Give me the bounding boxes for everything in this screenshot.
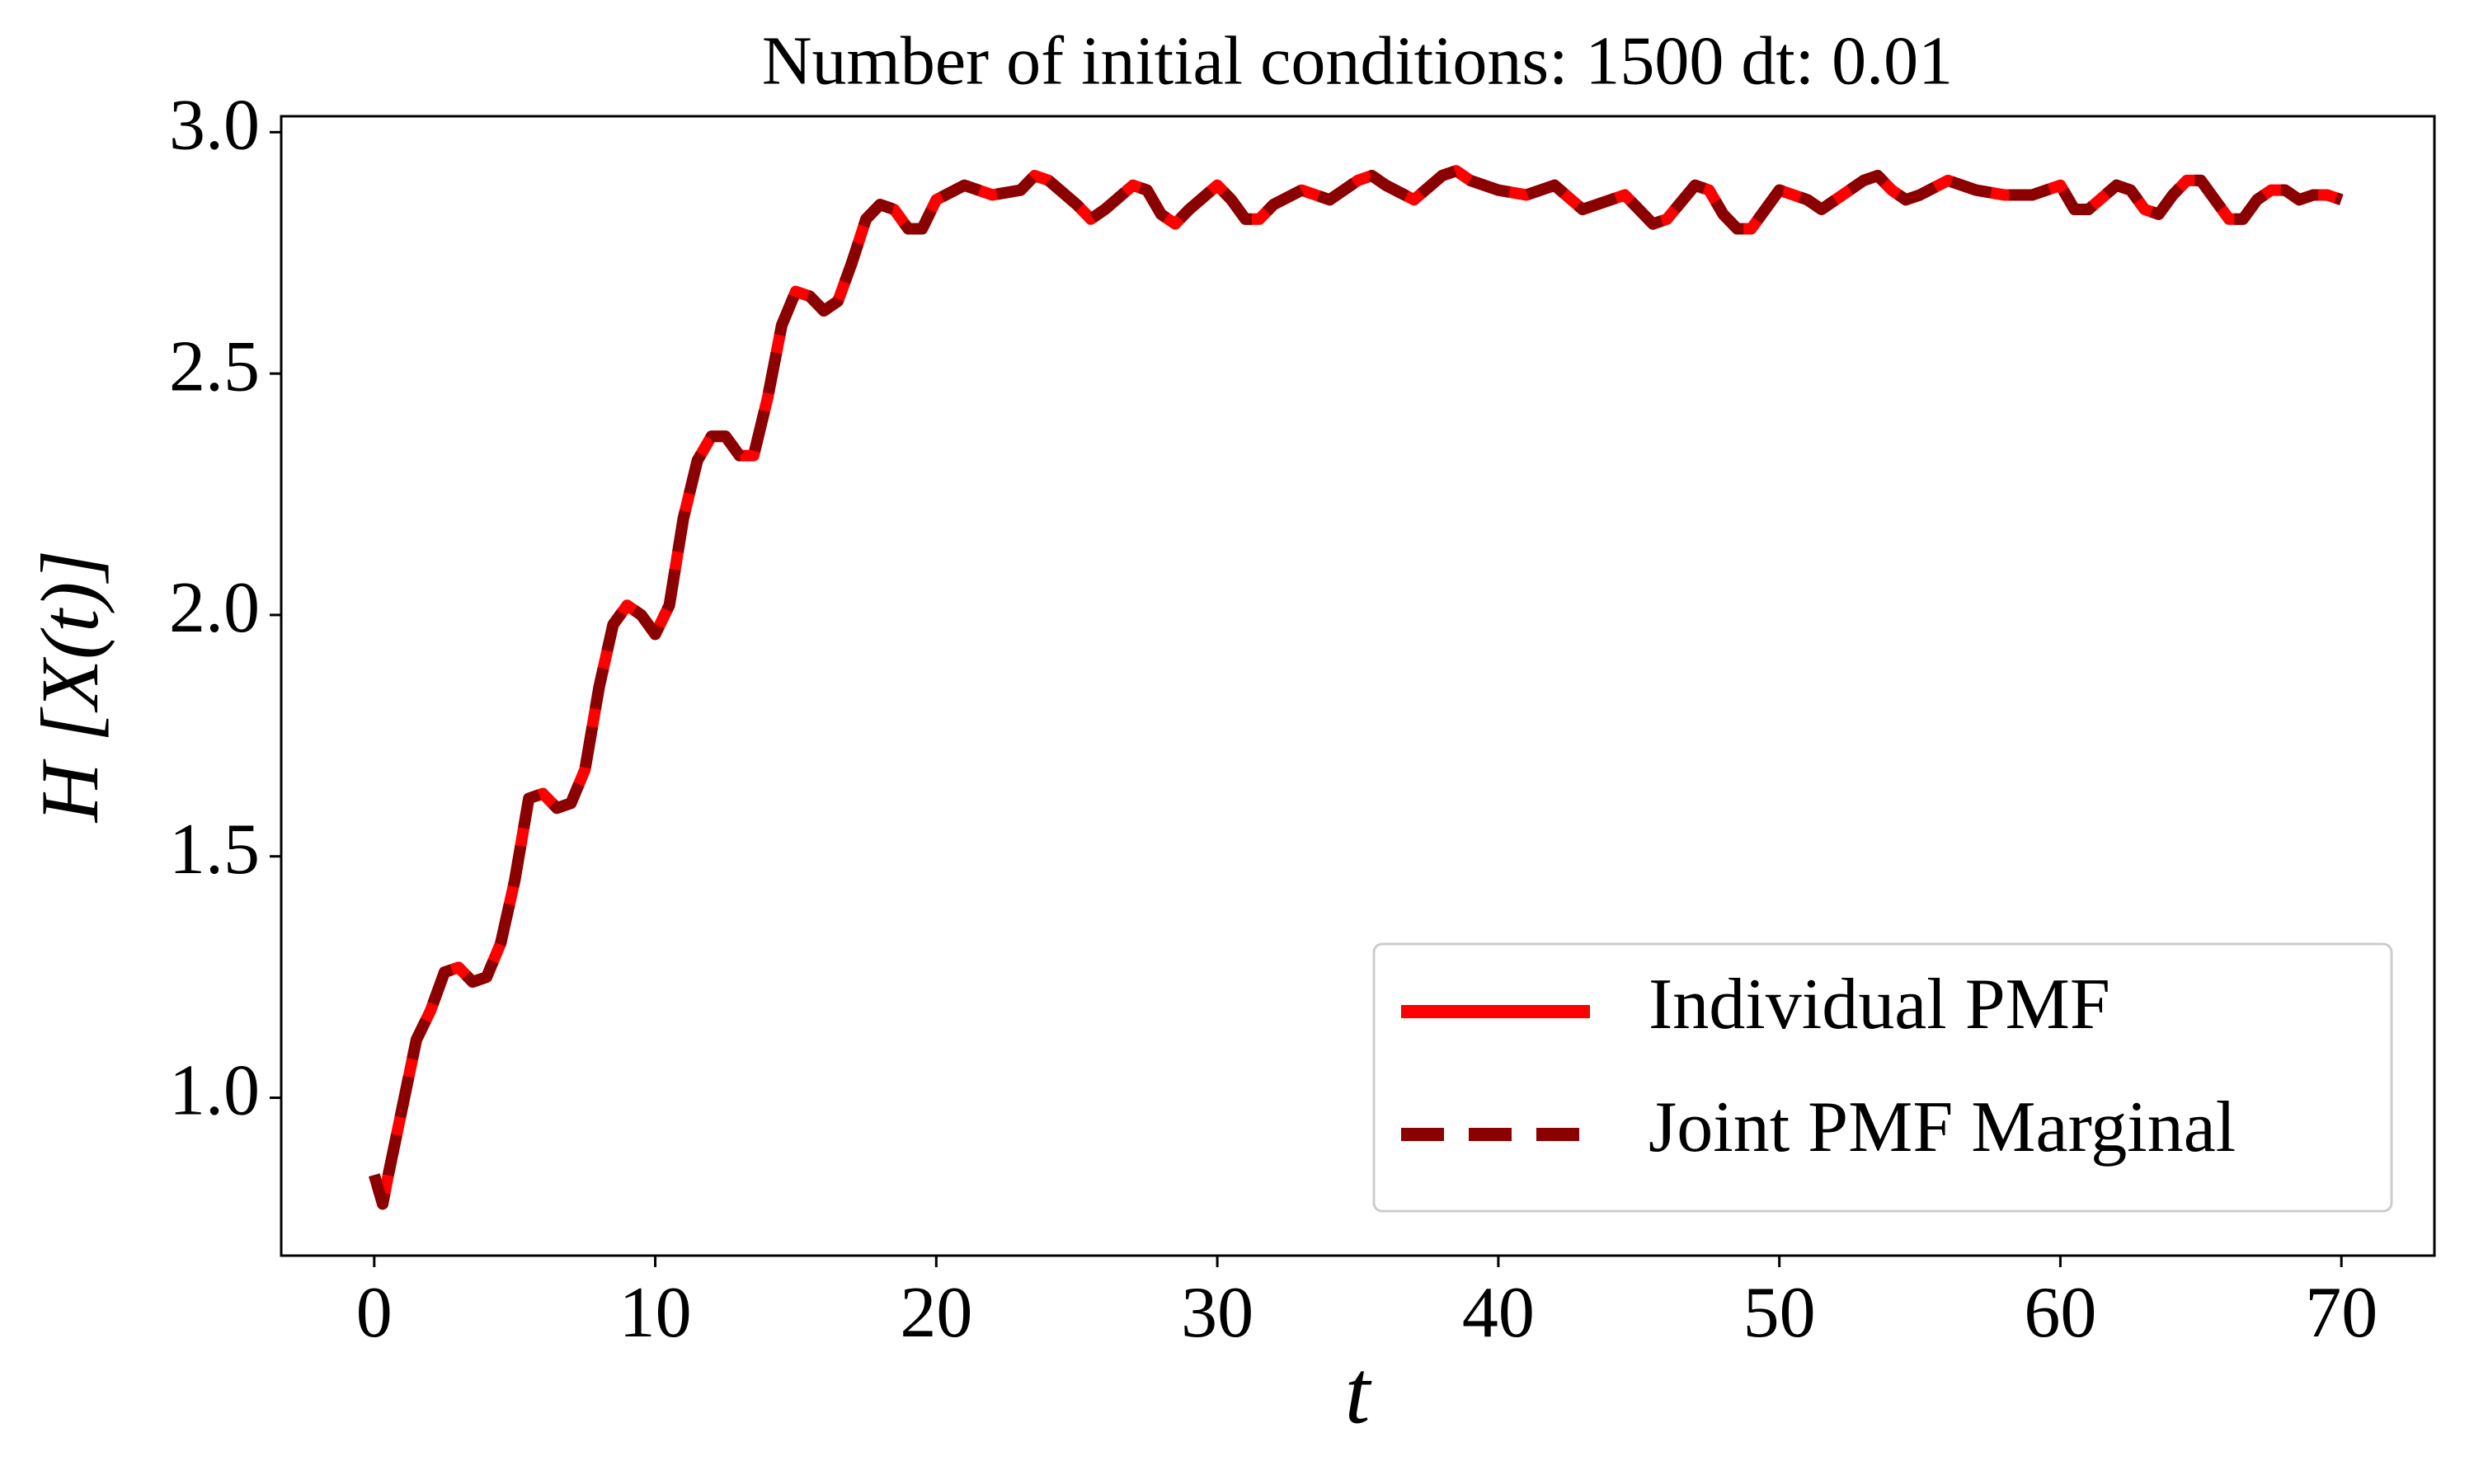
series-line [369,165,2344,1210]
x-tick-label: 30 [1181,1273,1253,1353]
x-tick-label: 20 [900,1273,972,1353]
x-tick-label: 40 [1462,1273,1535,1353]
y-axis-label: H [X(t)] [24,550,115,824]
legend-label: Individual PMF [1649,965,2110,1045]
y-tick-label: 3.0 [169,86,260,166]
axes-frame [280,115,2436,1257]
x-tick-label: 0 [356,1273,393,1353]
plot-area [369,165,2344,1210]
y-tick-label: 1.0 [169,1051,260,1131]
y-tick-label: 1.5 [169,810,260,890]
legend-label: Joint PMF Marginal [1649,1087,2236,1167]
x-tick-label: 50 [1743,1273,1816,1353]
x-tick-label: 70 [2305,1273,2378,1353]
x-axis-label: t [1345,1341,1372,1442]
x-tick-label: 60 [2024,1273,2096,1353]
y-tick-label: 2.0 [169,568,260,648]
legend-box [1372,942,2393,1213]
x-tick-label: 10 [619,1273,692,1353]
y-tick-label: 2.5 [169,326,260,406]
chart-title: Number of initial conditions: 1500 dt: 0… [762,22,1953,99]
